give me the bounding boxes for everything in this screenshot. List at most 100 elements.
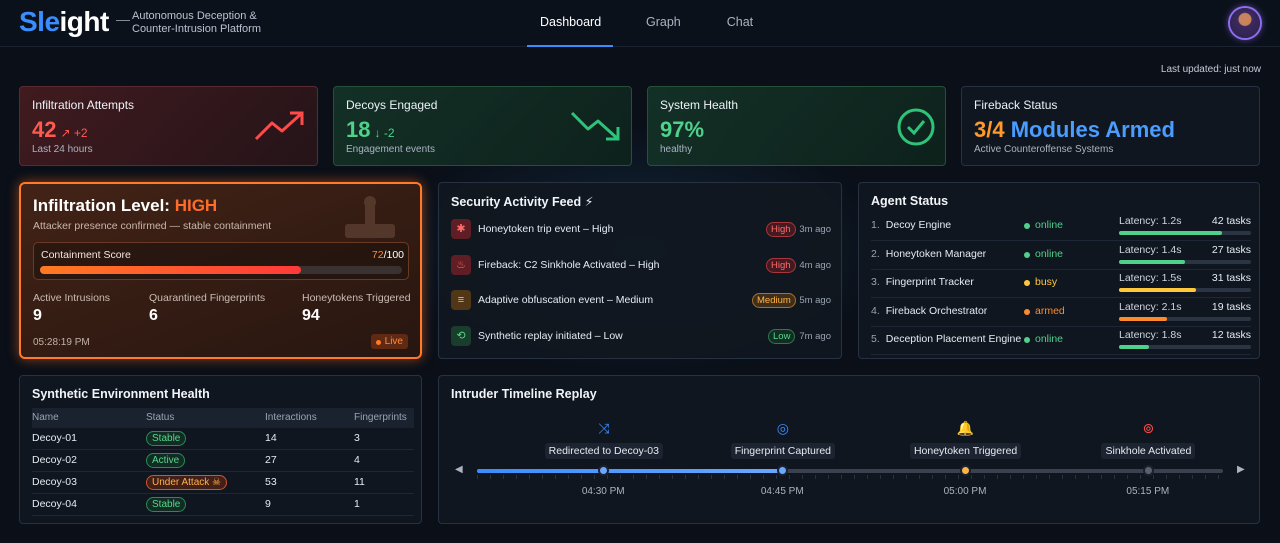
feed-item[interactable]: ≡ Adaptive obfuscation event – Medium Medi… <box>451 290 831 312</box>
feed-item-time: 7m ago <box>799 330 831 342</box>
timeline-time: 04:45 PM <box>760 486 804 497</box>
timeline-event-label: Fingerprint Captured <box>730 443 836 459</box>
timeline-event[interactable]: ⤨ Redirected to Decoy-03 <box>514 420 694 459</box>
status-badge: Stable <box>146 497 187 512</box>
agent-tasks: 27 tasks <box>1211 243 1251 256</box>
status-badge: Stable <box>146 431 187 446</box>
last-updated: Last updated: just now <box>1160 64 1261 75</box>
replay-icon: ⟲ <box>451 325 471 346</box>
tab-graph[interactable]: Graph <box>646 15 681 29</box>
timeline-event-label: Sinkhole Activated <box>1101 443 1196 459</box>
kpi-decoys-engaged[interactable]: Decoys Engaged 18 ↓ -2 Engagement events <box>333 86 632 166</box>
agent-status-indicator: online <box>1024 248 1063 260</box>
status-badge: Active <box>146 453 186 468</box>
table-row[interactable]: Decoy-04 Stable 9 1 <box>32 494 414 516</box>
kpi-infiltration-attempts[interactable]: Infiltration Attempts 42 ↗ +2 Last 24 hou… <box>19 86 318 166</box>
infiltration-subtitle: Attacker presence confirmed — stable con… <box>33 220 272 232</box>
agent-row[interactable]: 4. Fireback Orchestrator armed Latency: 2.1… <box>871 299 1251 327</box>
agent-status-indicator: online <box>1024 219 1063 231</box>
feed-title: Security Activity Feed ⚡ <box>451 195 594 209</box>
agent-row[interactable]: 1. Decoy Engine online Latency: 1.2s 42 task… <box>871 213 1251 241</box>
agent-name: 5. Deception Placement Engine <box>871 333 1022 345</box>
kpi-title: System Health <box>660 98 739 112</box>
agent-tasks: 42 tasks <box>1211 215 1251 227</box>
kpi-title: Infiltration Attempts <box>32 98 135 112</box>
agent-load-fill <box>1119 231 1222 235</box>
timeline-marker[interactable] <box>960 465 972 476</box>
agent-load-bar <box>1119 259 1251 264</box>
environment-title: Synthetic Environment Health <box>32 387 210 401</box>
agent-tasks: 31 tasks <box>1211 272 1251 284</box>
timeline-title: Intruder Timeline Replay <box>451 387 597 401</box>
cell-name: Decoy-01 <box>32 432 77 444</box>
timeline-time: 05:15 PM <box>1126 486 1170 497</box>
timeline-event[interactable]: 🔔 Honeytoken Triggered <box>876 420 1056 459</box>
security-activity-feed: Security Activity Feed ⚡ ✱ Honeytoken tri… <box>438 182 842 359</box>
containment-score: Containment Score 72/100 <box>33 242 409 280</box>
infiltration-level-value: HIGH <box>174 196 218 215</box>
cell-fingerprints: 1 <box>354 498 360 510</box>
cell-interactions: 14 <box>265 432 277 444</box>
timeline-marker[interactable] <box>1142 465 1154 476</box>
check-circle-icon <box>897 108 935 146</box>
agent-load-bar <box>1119 345 1251 349</box>
table-row[interactable]: Decoy-01 Stable 14 3 <box>32 428 414 450</box>
tab-dashboard[interactable]: Dashboard <box>527 0 613 47</box>
kpi-delta: ↓ -2 <box>374 126 395 140</box>
shuffle-icon: ⤨ <box>598 420 610 436</box>
infiltration-time: 05:28:19 PM <box>33 337 90 348</box>
timeline-time: 05:00 PM <box>943 486 987 497</box>
kpi-system-health[interactable]: System Health 97% healthy <box>647 86 946 166</box>
logo: Sleight <box>19 6 109 37</box>
agent-status-indicator: busy <box>1024 276 1057 288</box>
agent-latency: Latency: 1.2s <box>1119 215 1182 227</box>
timeline-track[interactable] <box>477 469 1223 473</box>
agent-status-panel: Agent Status 1. Decoy Engine online Latency… <box>858 182 1260 359</box>
timeline-marker[interactable] <box>777 465 789 476</box>
kpi-title: Decoys Engaged <box>346 98 438 112</box>
table-row[interactable]: Decoy-03 Under Attack ☠ 53 11 <box>32 472 414 494</box>
column-header: Fingerprints <box>354 412 407 423</box>
timeline-next-icon[interactable]: ▶ <box>1237 464 1245 475</box>
agent-row[interactable]: 2. Honeytoken Manager online Latency: 1.4s 2… <box>871 242 1251 270</box>
agent-status-title: Agent Status <box>871 194 949 208</box>
kpi-value: 18 ↓ -2 <box>346 117 395 142</box>
top-header: Sleight — Autonomous Deception & Counter… <box>0 0 1280 47</box>
cell-fingerprints: 4 <box>354 454 360 466</box>
agent-load-fill <box>1119 345 1150 349</box>
kpi-subtitle: Active Counteroffense Systems <box>974 144 1114 155</box>
feed-item[interactable]: ✱ Honeytoken trip event – High High 3m ago <box>451 219 831 241</box>
agent-name: 2. Honeytoken Manager <box>871 247 987 260</box>
infiltration-title: Infiltration Level: HIGH <box>33 196 218 215</box>
timeline-marker[interactable] <box>598 465 610 476</box>
agent-load-bar <box>1119 316 1251 321</box>
agent-name: 1. Decoy Engine <box>871 219 952 231</box>
trap-icon <box>345 196 395 238</box>
severity-badge: High <box>766 222 796 237</box>
column-header: Status <box>146 412 175 423</box>
timeline-event[interactable]: ◎ Fingerprint Captured <box>693 420 873 459</box>
kpi-value: 97% <box>660 117 705 142</box>
timeline-time: 04:30 PM <box>581 486 625 497</box>
user-avatar[interactable] <box>1230 8 1260 38</box>
feed-item-time: 4m ago <box>799 259 831 271</box>
tab-chat[interactable]: Chat <box>726 15 754 29</box>
agent-status-indicator: armed <box>1024 305 1065 317</box>
synthetic-environment-health: Synthetic Environment Health Name Status… <box>19 375 422 524</box>
agent-row[interactable]: 5. Deception Placement Engine online Latenc… <box>871 327 1251 355</box>
cell-interactions: 9 <box>265 498 271 510</box>
feed-item[interactable]: ♨ Fireback: C2 Sinkhole Activated – High H… <box>451 254 831 277</box>
kpi-fireback-status[interactable]: Fireback Status 3/4 Modules Armed Active… <box>961 86 1260 166</box>
agent-tasks: 12 tasks <box>1211 329 1251 341</box>
cell-fingerprints: 3 <box>354 432 360 444</box>
timeline-prev-icon[interactable]: ◀ <box>455 464 463 475</box>
stat-honeytokens-triggered: Honeytokens Triggered 94 <box>302 292 411 324</box>
severity-badge: High <box>766 257 796 273</box>
agent-latency: Latency: 1.8s <box>1119 329 1182 341</box>
table-row[interactable]: Decoy-02 Active 27 4 <box>32 450 414 472</box>
agent-row[interactable]: 3. Fingerprint Tracker busy Latency: 1.5s 31… <box>871 270 1251 298</box>
feed-item[interactable]: ⟲ Synthetic replay initiated – Low Low 7m a… <box>451 325 831 348</box>
kpi-subtitle: Last 24 hours <box>32 144 93 155</box>
feed-item-text: Synthetic replay initiated – Low <box>478 329 623 342</box>
timeline-event[interactable]: ⊚ Sinkhole Activated <box>1058 420 1238 459</box>
